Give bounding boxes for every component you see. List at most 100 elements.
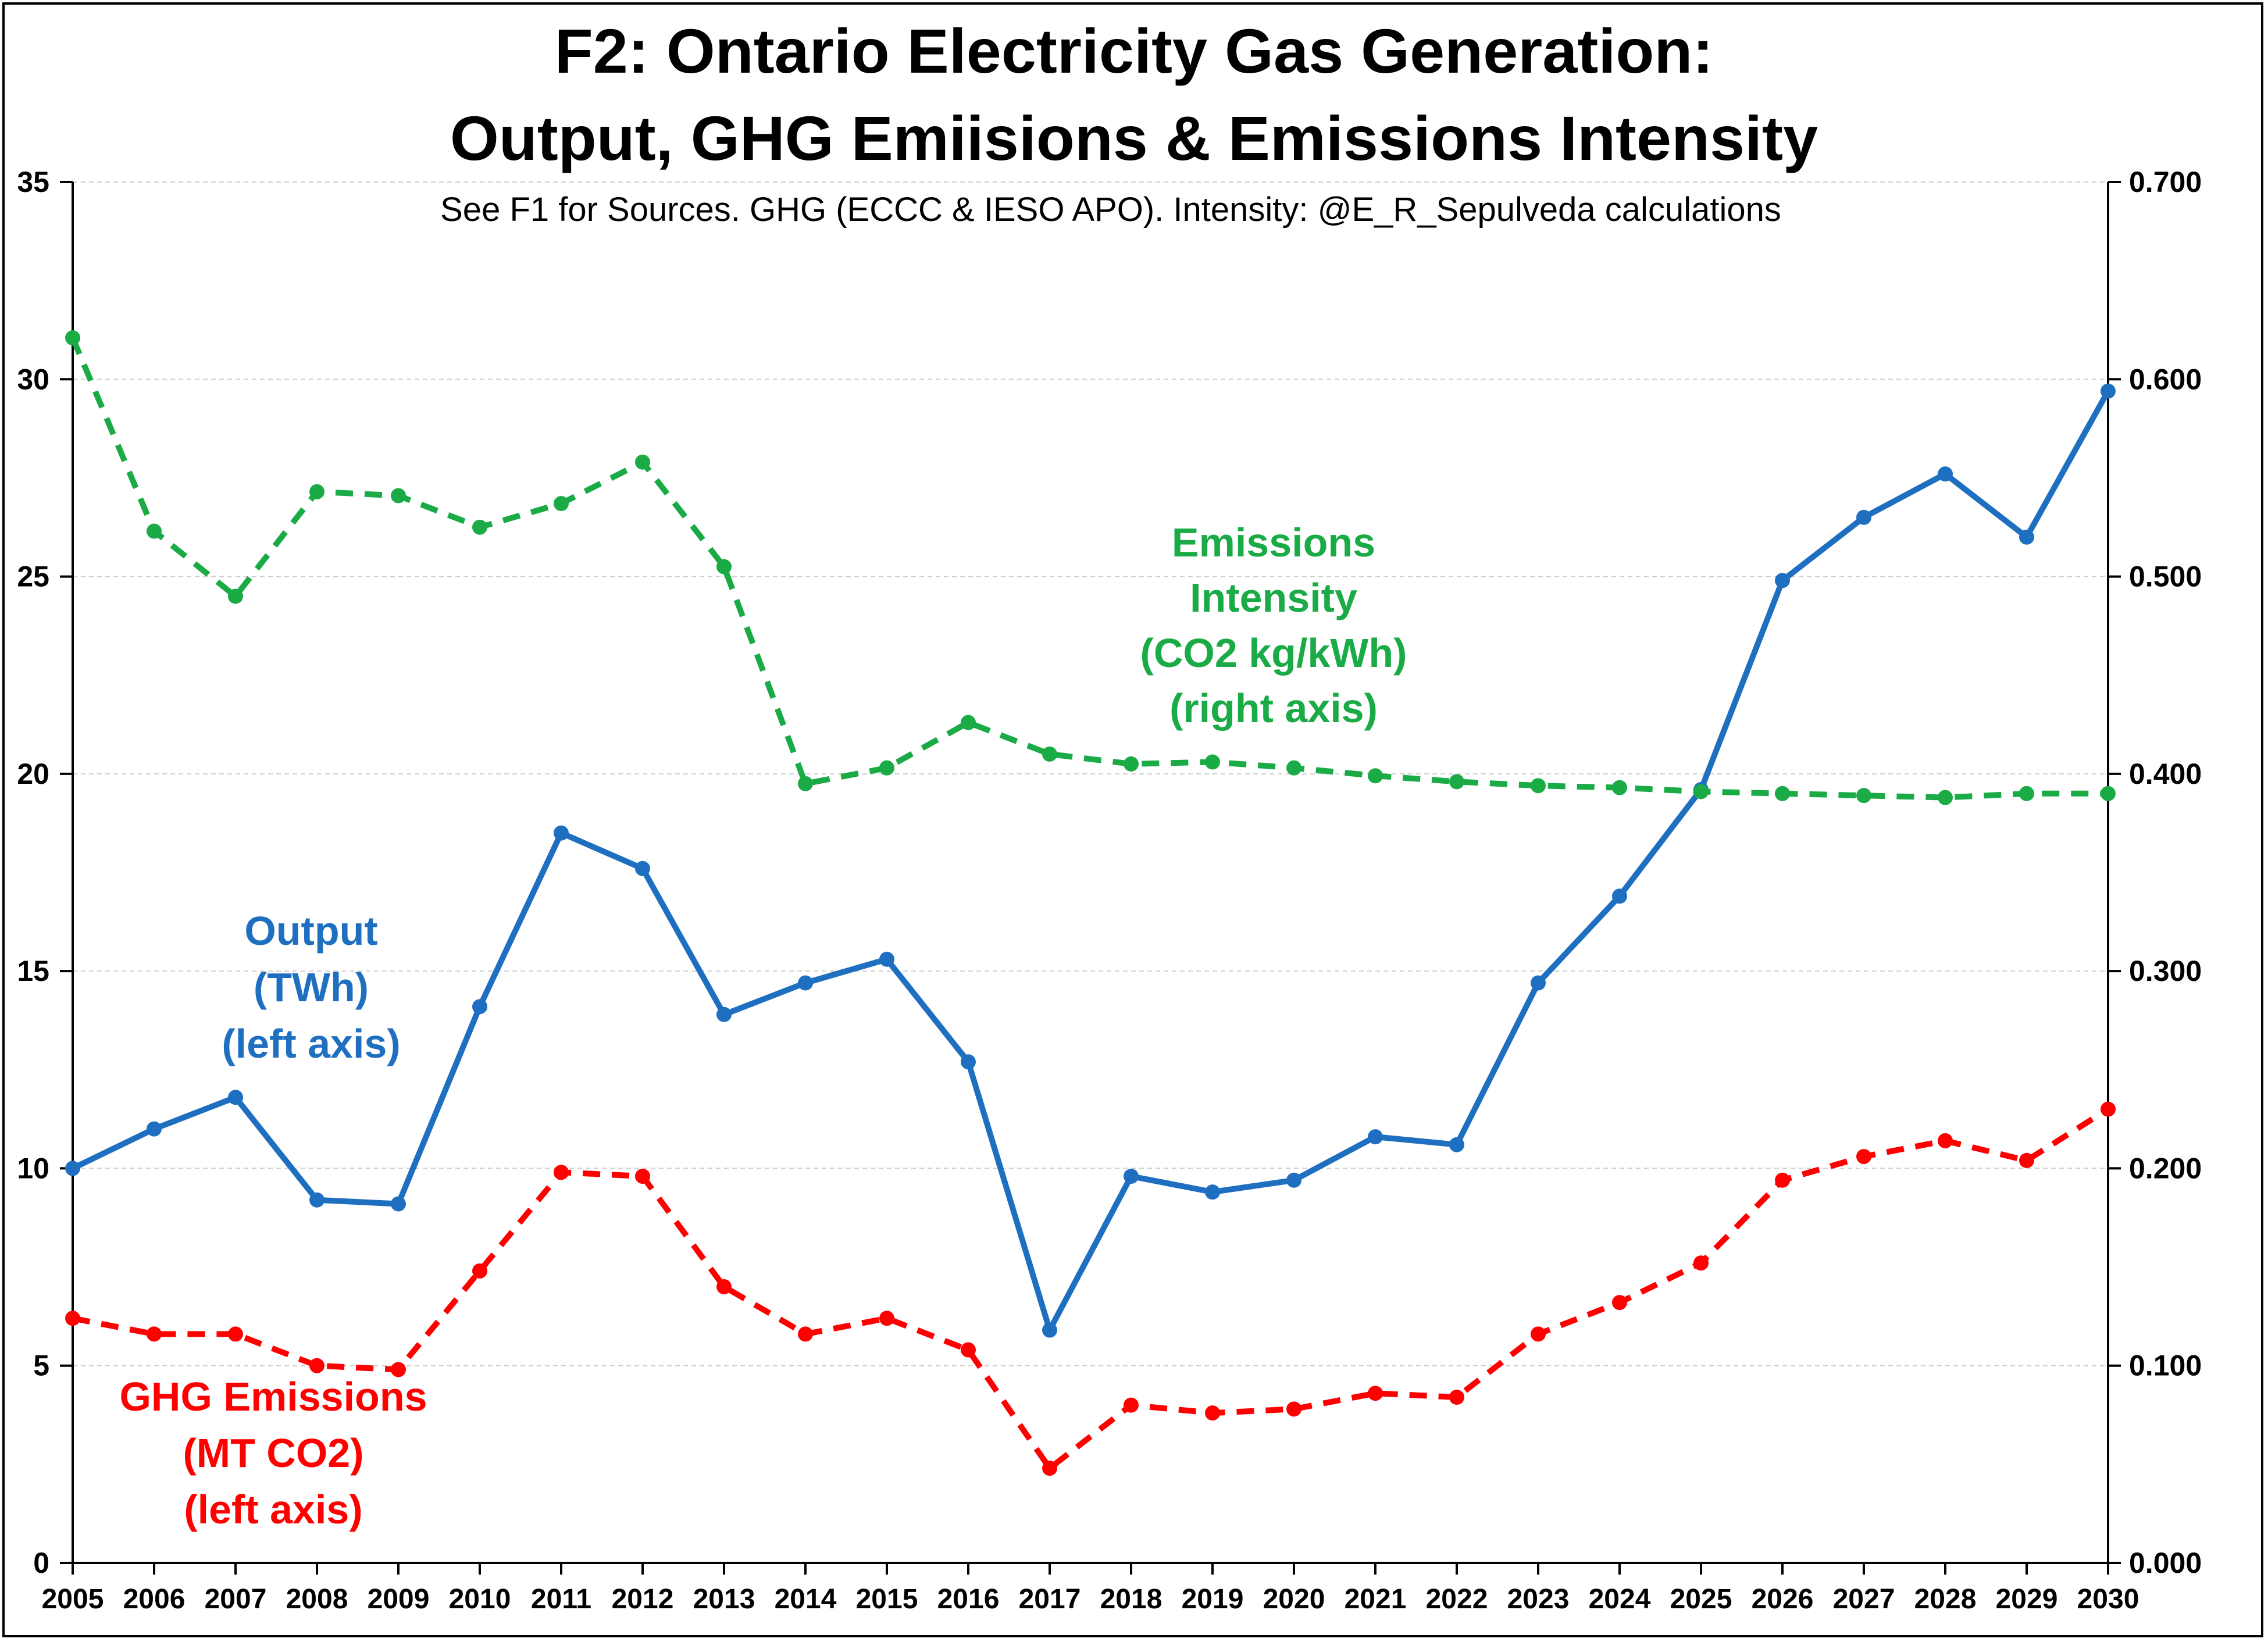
intensity-data-point [1531,778,1546,794]
output-data-point [879,951,894,967]
output-series-label: Output (TWh) (left axis) [222,908,400,1066]
intensity-data-point [1042,746,1057,762]
left-axis-tick-label: 10 [17,1152,49,1184]
intensity-label-line-4: (right axis) [1169,686,1378,731]
ghg-data-point [716,1279,732,1294]
x-axis-tick-label: 2012 [612,1584,674,1615]
intensity-data-point [1449,774,1464,790]
chart-title-line-1: F2: Ontario Electricity Gas Generation: [555,16,1714,86]
x-axis-tick-label: 2007 [205,1584,267,1615]
ghg-series-label: GHG Emissions (MT CO2) (left axis) [119,1374,427,1532]
ghg-data-point [1856,1149,1871,1165]
intensity-label-line-1: Emissions [1172,520,1375,565]
intensity-data-point [391,488,406,504]
x-axis-tick-label: 2013 [693,1584,755,1615]
intensity-data-point [1612,780,1627,795]
x-axis-tick-label: 2008 [286,1584,348,1615]
ghg-data-point [228,1326,243,1342]
intensity-data-point [309,484,324,499]
intensity-data-point [147,523,162,539]
ghg-data-point [391,1362,406,1377]
output-data-point [961,1054,976,1070]
ghg-data-point [65,1311,80,1326]
intensity-data-point [2101,786,2116,801]
right-axis-tick-label: 0.700 [2129,166,2202,198]
output-data-point [798,975,813,991]
output-data-point [1531,975,1546,991]
ghg-data-point [1531,1326,1546,1342]
output-data-point [554,825,569,841]
x-axis-tick-label: 2010 [449,1584,511,1615]
x-axis-tick-label: 2026 [1752,1584,1814,1615]
output-data-point [1938,466,1953,482]
right-axis-tick-label: 0.000 [2129,1547,2202,1579]
output-data-point [1124,1169,1139,1184]
x-axis-tick-label: 2016 [937,1584,1000,1615]
intensity-data-point [1775,786,1790,801]
x-axis-tick-label: 2030 [2077,1584,2139,1615]
x-axis-tick-label: 2029 [1996,1584,2058,1615]
output-label-line-1: Output [244,908,377,954]
intensity-data-point [1938,790,1953,805]
x-axis-tick-label: 2009 [368,1584,430,1615]
output-series-line [71,390,2111,1333]
ghg-data-point [1449,1390,1464,1405]
intensity-label-line-3: (CO2 kg/kWh) [1140,630,1407,676]
output-label-line-3: (left axis) [222,1021,400,1066]
ghg-label-line-1: GHG Emissions [119,1374,427,1419]
left-axis-tick-label: 30 [17,363,49,395]
intensity-data-point [472,519,487,535]
ghg-data-point [1938,1133,1953,1148]
x-axis-tick-label: 2022 [1426,1584,1488,1615]
ghg-series-line [72,1106,2110,1472]
output-data-point [1775,573,1790,588]
chart-subtitle: See F1 for Sources. GHG (ECCC & IESO APO… [440,191,1781,229]
x-axis-tick-label: 2021 [1345,1584,1407,1615]
output-data-point [1368,1129,1383,1145]
ghg-data-point [1205,1405,1220,1421]
right-axis-tick-label: 0.300 [2129,955,2202,987]
x-axis-tick-label: 2015 [856,1584,918,1615]
output-data-point [391,1196,406,1212]
output-data-point [1856,509,1871,525]
ghg-data-point [635,1169,650,1184]
x-axis-tick-label: 2019 [1182,1584,1244,1615]
ghg-data-point [554,1165,569,1180]
ghg-data-point [1775,1172,1790,1188]
ghg-data-point [1693,1255,1709,1271]
ghg-data-point [1612,1295,1627,1311]
gridlines [73,181,2108,1366]
output-data-point [1449,1137,1464,1152]
x-axis-tick-label: 2027 [1833,1584,1895,1615]
ghg-data-point [1124,1397,1139,1413]
ghg-data-point [798,1326,813,1342]
ghg-data-point [2101,1101,2116,1117]
output-data-point [1042,1322,1057,1338]
intensity-data-point [554,496,569,512]
x-axis-tick-label: 2018 [1100,1584,1162,1615]
x-axis-tick-label: 2014 [775,1584,837,1615]
x-axis-tick-label: 2006 [123,1584,186,1615]
x-axis-tick-label: 2024 [1589,1584,1651,1615]
output-data-point [1205,1184,1220,1200]
right-axis-tick-label: 0.400 [2129,758,2202,790]
intensity-series-line [70,337,2108,801]
intensity-data-point [2019,786,2034,801]
output-data-point [2019,529,2034,545]
series-layer [65,330,2116,1476]
output-data-point [472,999,487,1015]
output-data-point [309,1192,324,1208]
output-data-point [716,1006,732,1022]
output-data-point [2101,383,2116,399]
ghg-data-point [2019,1152,2034,1168]
ghg-data-point [1368,1386,1383,1401]
intensity-data-point [879,760,894,776]
intensity-data-point [635,454,650,470]
intensity-data-point [1693,784,1709,799]
x-axis-tick-label: 2028 [1914,1584,1977,1615]
x-axis-tick-label: 2023 [1507,1584,1570,1615]
intensity-data-point [1124,756,1139,772]
ghg-data-point [879,1311,894,1326]
right-axis-tick-label: 0.100 [2129,1350,2202,1382]
